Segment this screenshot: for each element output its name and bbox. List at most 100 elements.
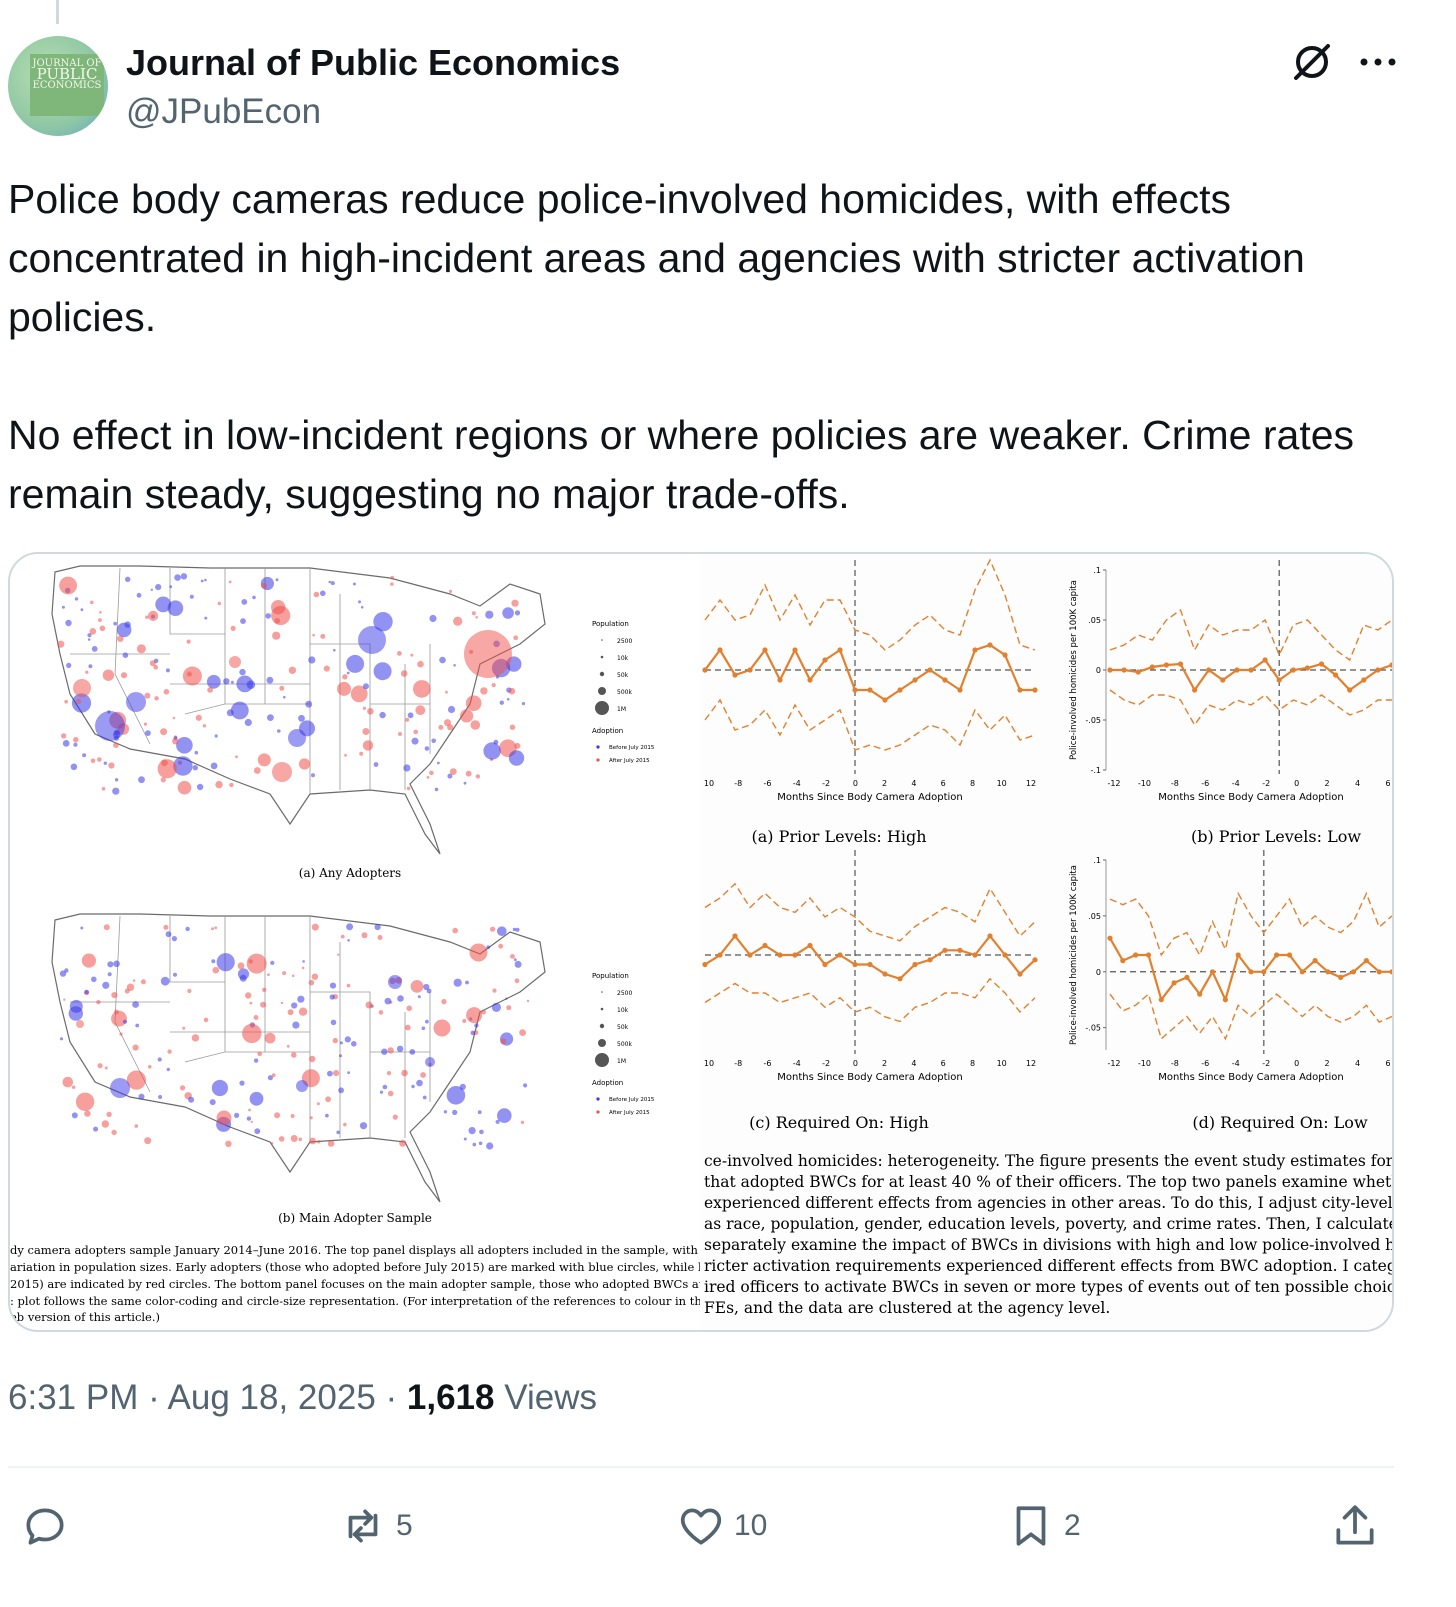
city-dot bbox=[73, 737, 79, 743]
x-axis-label: Months Since Body Camera Adoption bbox=[1158, 1072, 1344, 1083]
estimate-point bbox=[1222, 997, 1228, 1003]
city-dot bbox=[426, 988, 432, 994]
city-dot bbox=[387, 1047, 394, 1054]
tweet-date[interactable]: Aug 18, 2025 bbox=[167, 1378, 376, 1417]
x-tick-label: -10 bbox=[1138, 779, 1151, 788]
author-handle[interactable]: @JPubEcon bbox=[126, 92, 322, 131]
city-dot bbox=[308, 979, 315, 986]
city-dot bbox=[384, 997, 392, 1005]
estimate-point bbox=[1107, 667, 1113, 673]
tweet-image[interactable]: (a) Any Adopters (b) Main Adopter Sample… bbox=[8, 552, 1394, 1332]
estimate-point bbox=[1184, 974, 1190, 980]
legend-label: 1M bbox=[617, 1058, 626, 1065]
x-tick-label: 6 bbox=[1385, 1059, 1390, 1068]
city-dot bbox=[351, 1041, 357, 1047]
caption-line: that adopted BWCs for at least 40 % of t… bbox=[704, 1173, 1394, 1191]
city-dot bbox=[342, 674, 348, 680]
city-dot bbox=[134, 1124, 139, 1128]
estimate-point bbox=[717, 647, 723, 653]
bookmark-button[interactable]: 2 bbox=[1006, 1496, 1081, 1556]
x-tick-label: 0 bbox=[853, 779, 858, 788]
city-dot bbox=[514, 978, 520, 984]
city-dot bbox=[88, 664, 93, 669]
city-dot bbox=[143, 722, 147, 726]
city-dot bbox=[309, 1116, 313, 1120]
city-dot bbox=[515, 927, 520, 932]
estimate-point bbox=[942, 947, 948, 953]
city-dot bbox=[358, 600, 361, 604]
author-name[interactable]: Journal of Public Economics bbox=[126, 42, 621, 83]
avatar[interactable]: JOURNAL OF PUBLIC ECONOMICS bbox=[8, 36, 108, 136]
city-dot bbox=[439, 656, 446, 664]
city-dot bbox=[406, 786, 411, 791]
city-dot bbox=[163, 689, 170, 695]
city-dot bbox=[84, 989, 89, 995]
divider bbox=[8, 1466, 1394, 1468]
estimate-point bbox=[1347, 687, 1353, 693]
city-dot bbox=[309, 1137, 316, 1145]
reply-button[interactable] bbox=[20, 1496, 78, 1556]
city-dot bbox=[230, 625, 236, 631]
grok-icon[interactable] bbox=[1290, 40, 1334, 84]
city-dot bbox=[211, 1079, 228, 1097]
city-dot bbox=[267, 714, 274, 721]
reply-icon bbox=[26, 1508, 64, 1545]
estimate-point bbox=[777, 952, 783, 958]
bookmark-count: 2 bbox=[1064, 1509, 1081, 1542]
city-dot bbox=[447, 705, 456, 714]
city-dot bbox=[126, 692, 146, 712]
city-dot bbox=[363, 683, 369, 690]
x-tick-label: 12 bbox=[1026, 779, 1036, 788]
city-dot bbox=[103, 761, 108, 765]
more-options-icon[interactable] bbox=[1358, 54, 1398, 70]
estimate-point bbox=[1133, 952, 1139, 958]
city-dot bbox=[73, 742, 78, 747]
city-dot bbox=[61, 733, 67, 739]
city-dot bbox=[446, 1086, 466, 1105]
city-dot bbox=[172, 738, 179, 745]
map-any-adopters: (a) Any Adopters bbox=[51, 565, 546, 880]
city-dot bbox=[166, 1067, 170, 1072]
city-dot bbox=[481, 1009, 486, 1015]
city-dot bbox=[404, 1024, 411, 1031]
x-tick-label: 0 bbox=[1294, 779, 1299, 788]
estimate-point bbox=[1276, 677, 1282, 683]
city-dot bbox=[362, 706, 366, 710]
repost-button[interactable]: 5 bbox=[338, 1496, 413, 1556]
city-dot bbox=[373, 662, 392, 681]
city-dot bbox=[108, 762, 115, 769]
legend-size-marker bbox=[601, 991, 603, 993]
city-dot bbox=[126, 983, 135, 991]
legend-color-marker bbox=[596, 1097, 600, 1101]
city-dot bbox=[157, 1057, 162, 1062]
city-dot bbox=[64, 699, 68, 704]
estimate-point bbox=[747, 952, 753, 958]
like-button[interactable]: 10 bbox=[676, 1496, 767, 1556]
city-dot bbox=[81, 953, 96, 968]
tweet-header: JOURNAL OF PUBLIC ECONOMICS Journal of P… bbox=[8, 36, 1448, 140]
city-dot bbox=[466, 1007, 483, 1024]
city-dot bbox=[313, 591, 320, 598]
city-dot bbox=[267, 1075, 273, 1081]
city-dot bbox=[298, 1137, 303, 1142]
estimate-point bbox=[1192, 687, 1198, 693]
caption-line: ricter activation requirements experienc… bbox=[704, 1257, 1394, 1275]
estimate-point bbox=[702, 667, 708, 673]
views-label: Views bbox=[504, 1378, 597, 1417]
city-dot bbox=[76, 1020, 84, 1028]
city-dot bbox=[374, 924, 381, 931]
city-dot bbox=[301, 966, 305, 970]
city-dot bbox=[136, 592, 142, 598]
city-dot bbox=[291, 1052, 297, 1058]
repost-count: 5 bbox=[396, 1509, 413, 1542]
city-dot bbox=[59, 970, 67, 977]
city-dot bbox=[465, 695, 482, 711]
estimate-point bbox=[927, 667, 933, 673]
city-dot bbox=[523, 1083, 528, 1088]
panel-caption: (b) Prior Levels: Low bbox=[1191, 827, 1361, 846]
x-tick-label: 4 bbox=[911, 1059, 916, 1068]
tweet-time[interactable]: 6:31 PM bbox=[8, 1378, 139, 1417]
share-button[interactable] bbox=[1330, 1496, 1380, 1556]
estimate-point bbox=[1121, 667, 1127, 673]
caption-line: FEs, and the data are clustered at the a… bbox=[704, 1299, 1110, 1317]
